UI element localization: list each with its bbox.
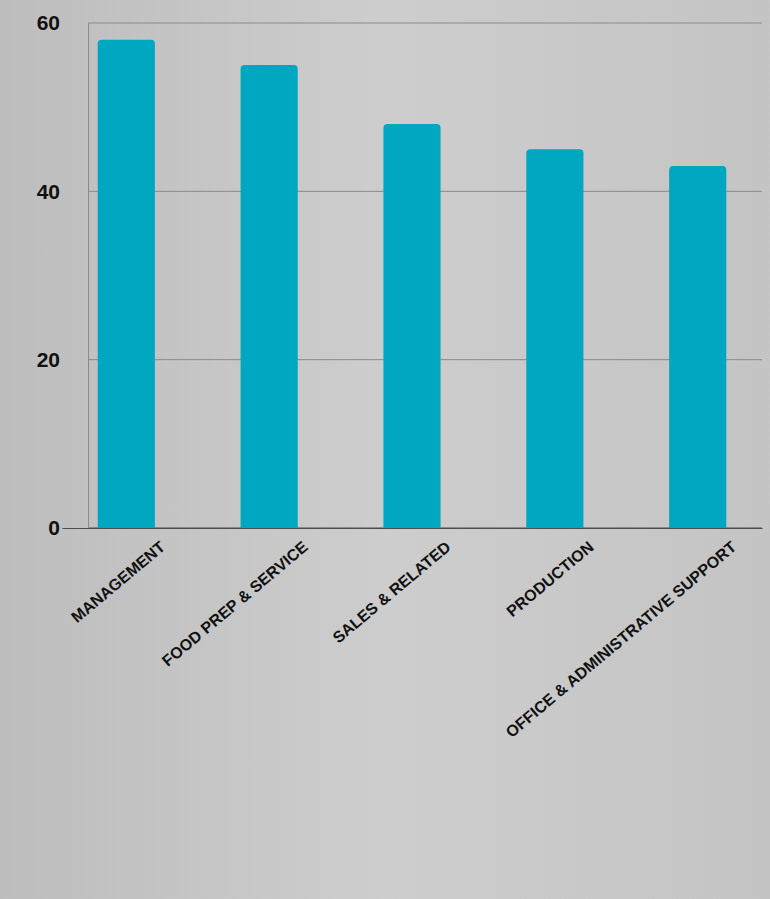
y-tick: 0 xyxy=(48,516,88,539)
bar xyxy=(98,40,155,528)
x-tick: PRODUCTION xyxy=(503,528,596,620)
x-tick: OFFICE & ADMINISTRATIVE SUPPORT xyxy=(503,528,740,741)
y-tick-label: 40 xyxy=(37,180,60,203)
grid-line xyxy=(88,23,762,24)
bar xyxy=(526,149,583,528)
x-tick-label: FOOD PREP & SERVICE xyxy=(159,538,311,670)
bar xyxy=(241,65,298,528)
bar xyxy=(383,124,440,528)
y-tick-label: 60 xyxy=(37,11,60,34)
chart: 0 20 40 60 MANAGEMENTFOOD PREP & SERVICESALE… xyxy=(0,0,770,899)
y-tick: 60 xyxy=(37,11,88,34)
background xyxy=(0,0,770,899)
x-axis: MANAGEMENTFOOD PREP & SERVICESALES & REL… xyxy=(63,528,763,741)
x-tick-label: SALES & RELATED xyxy=(329,538,453,646)
x-tick-label: MANAGEMENT xyxy=(68,538,168,626)
y-axis: 0 20 40 60 xyxy=(37,11,89,539)
y-tick-label: 0 xyxy=(48,516,60,539)
x-tick: SALES & RELATED xyxy=(329,528,453,646)
x-tick: FOOD PREP & SERVICE xyxy=(159,528,311,669)
x-axis-line xyxy=(63,528,763,529)
y-axis-line xyxy=(88,24,89,529)
bars xyxy=(98,40,727,528)
x-tick-label: OFFICE & ADMINISTRATIVE SUPPORT xyxy=(503,538,740,741)
x-tick: MANAGEMENT xyxy=(68,528,168,626)
bar xyxy=(669,166,726,528)
y-tick: 40 xyxy=(37,180,88,203)
x-tick-label: PRODUCTION xyxy=(503,538,596,620)
y-tick: 20 xyxy=(37,348,88,371)
y-tick-label: 20 xyxy=(37,348,60,371)
grid xyxy=(88,23,762,528)
